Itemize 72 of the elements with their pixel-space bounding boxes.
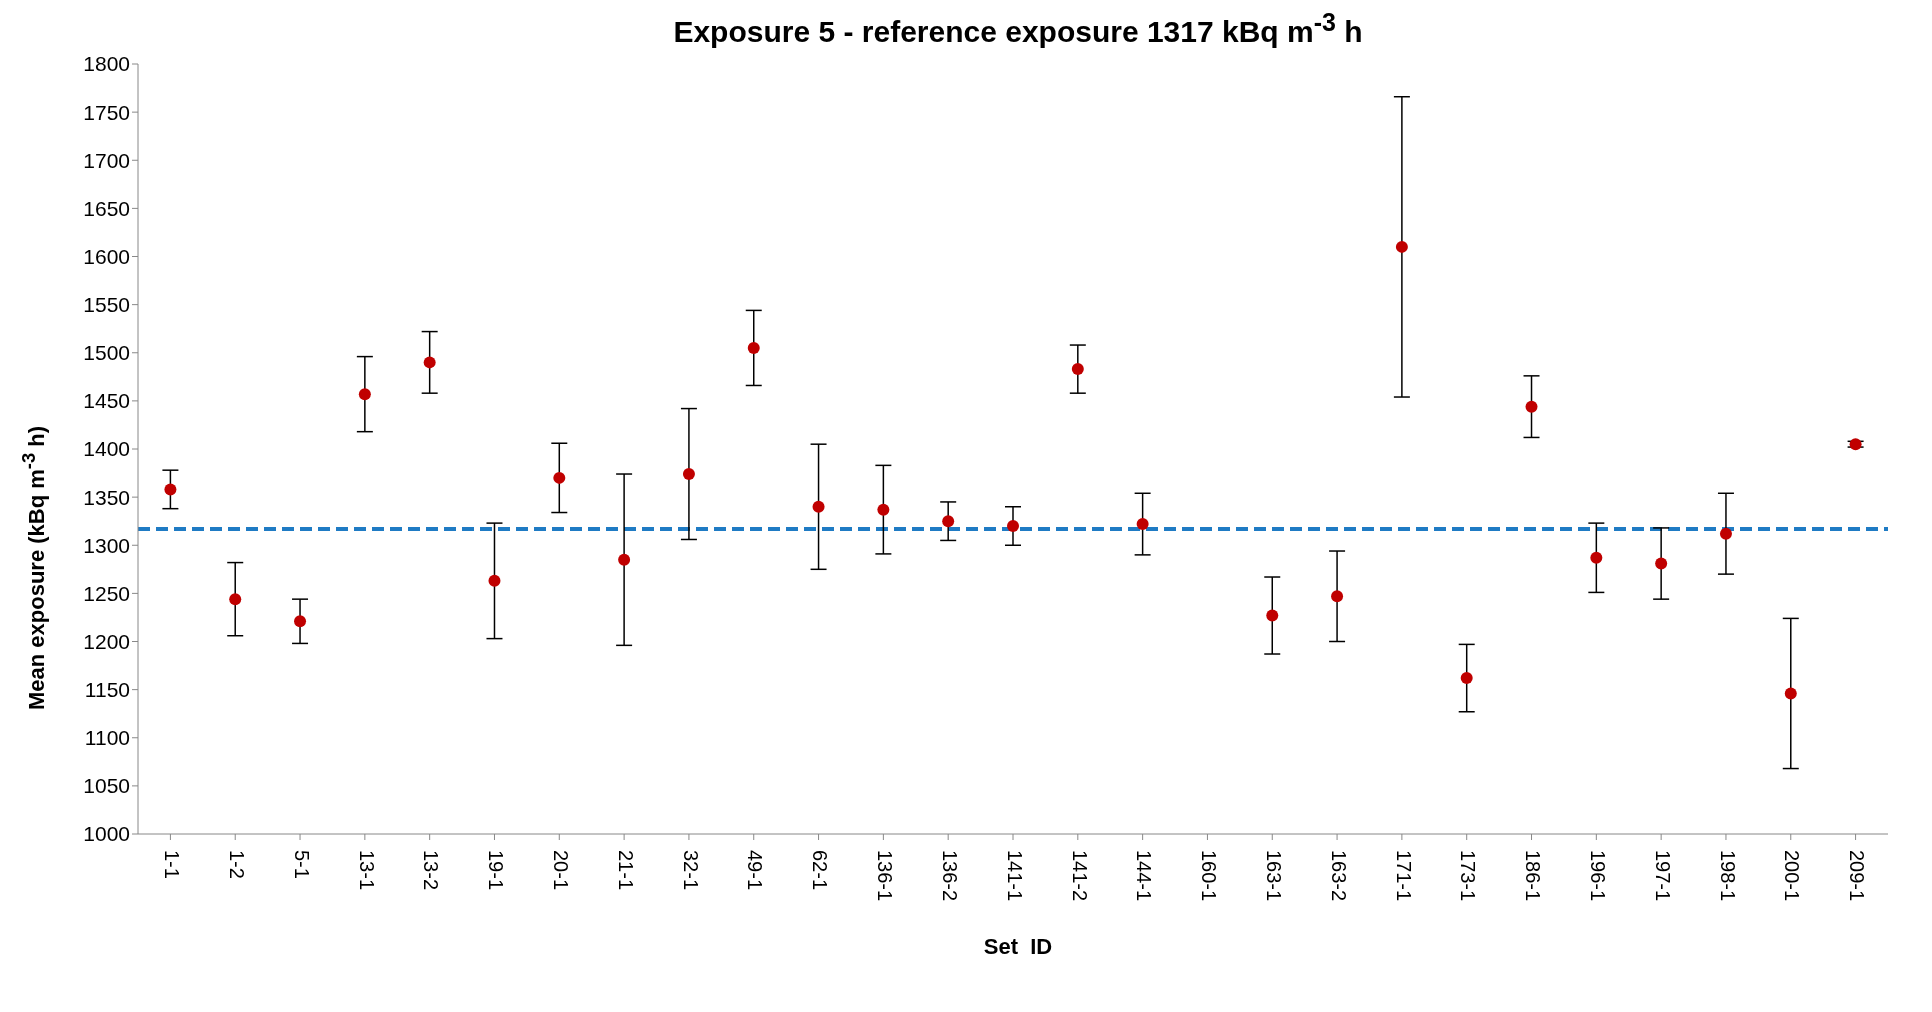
y-tick-label: 1750 — [83, 100, 130, 124]
y-tick-label: 1250 — [83, 581, 130, 605]
point — [618, 553, 631, 566]
point — [1655, 557, 1668, 570]
x-tick-label: 1-1 — [161, 850, 184, 879]
x-tick-label: 173-1 — [1457, 850, 1480, 902]
y-tick-label: 1550 — [83, 293, 130, 317]
x-tick-label: 136-2 — [938, 850, 961, 902]
x-tick-label: 62-1 — [809, 850, 832, 891]
point — [1071, 363, 1084, 376]
point — [423, 356, 436, 369]
point — [877, 503, 890, 516]
y-tick-label: 1300 — [83, 533, 130, 557]
x-tick-label: 196-1 — [1587, 850, 1610, 902]
x-tick-label: 49-1 — [744, 850, 767, 891]
y-tick-label: 1800 — [83, 52, 130, 76]
y-tick-label: 1350 — [83, 485, 130, 509]
point — [812, 500, 825, 513]
x-tick-label: 141-2 — [1068, 850, 1091, 902]
point — [1007, 520, 1019, 532]
y-tick-label: 1450 — [83, 389, 130, 413]
y-tick-label: 1700 — [83, 148, 130, 172]
y-tick-label: 1500 — [83, 341, 130, 365]
point — [682, 468, 695, 481]
x-tick-label: 32-1 — [679, 850, 702, 891]
point — [1266, 609, 1279, 622]
x-tick-label: 13-1 — [355, 850, 378, 891]
point — [1719, 527, 1732, 540]
x-tick-label: 171-1 — [1392, 850, 1415, 902]
point — [1331, 590, 1344, 603]
x-tick-label: 20-1 — [550, 850, 573, 891]
y-tick-label: 1650 — [83, 196, 130, 220]
point — [229, 593, 242, 606]
point — [1525, 400, 1538, 413]
point — [488, 574, 501, 587]
x-tick-label: 5-1 — [290, 850, 313, 879]
x-axis-title: Set ID — [982, 934, 1054, 960]
x-tick-label: 160-1 — [1198, 850, 1221, 902]
point — [553, 471, 566, 484]
x-tick-label: 197-1 — [1651, 850, 1674, 902]
point — [1784, 687, 1797, 700]
point — [1849, 438, 1862, 451]
x-tick-label: 209-1 — [1846, 850, 1869, 902]
y-tick-label: 1200 — [83, 629, 130, 653]
point — [1136, 518, 1149, 531]
x-tick-label: 200-1 — [1781, 850, 1804, 902]
y-tick-label: 1100 — [84, 726, 130, 750]
point — [164, 483, 177, 496]
x-tick-label: 163-1 — [1262, 850, 1285, 902]
point — [1395, 240, 1408, 253]
chart-title: Exposure 5 - reference exposure 1317 kBq m$^{-3}$ h — [672, 8, 1364, 50]
x-tick-label: 198-1 — [1716, 850, 1739, 902]
x-tick-label: 163-2 — [1327, 850, 1350, 902]
x-tick-label: 1-2 — [225, 850, 248, 879]
x-tick-label: 141-1 — [1003, 850, 1026, 902]
y-tick-label: 1600 — [83, 244, 130, 268]
x-tick-label: 186-1 — [1522, 850, 1545, 902]
x-tick-label: 136-1 — [874, 850, 897, 902]
point — [294, 615, 307, 628]
y-tick-label: 1400 — [83, 437, 130, 461]
point — [1590, 551, 1603, 564]
y-tick-label: 1050 — [83, 774, 130, 798]
point — [358, 388, 371, 401]
x-tick-label: 21-1 — [614, 850, 637, 891]
x-tick-label: 19-1 — [485, 850, 508, 891]
point — [942, 515, 955, 528]
point — [1460, 672, 1473, 685]
x-tick-label: 13-2 — [420, 850, 443, 891]
point — [747, 341, 760, 354]
y-tick-label: 1150 — [84, 678, 130, 702]
x-tick-label: 144-1 — [1133, 850, 1156, 902]
y-tick-label: 1000 — [83, 822, 130, 846]
